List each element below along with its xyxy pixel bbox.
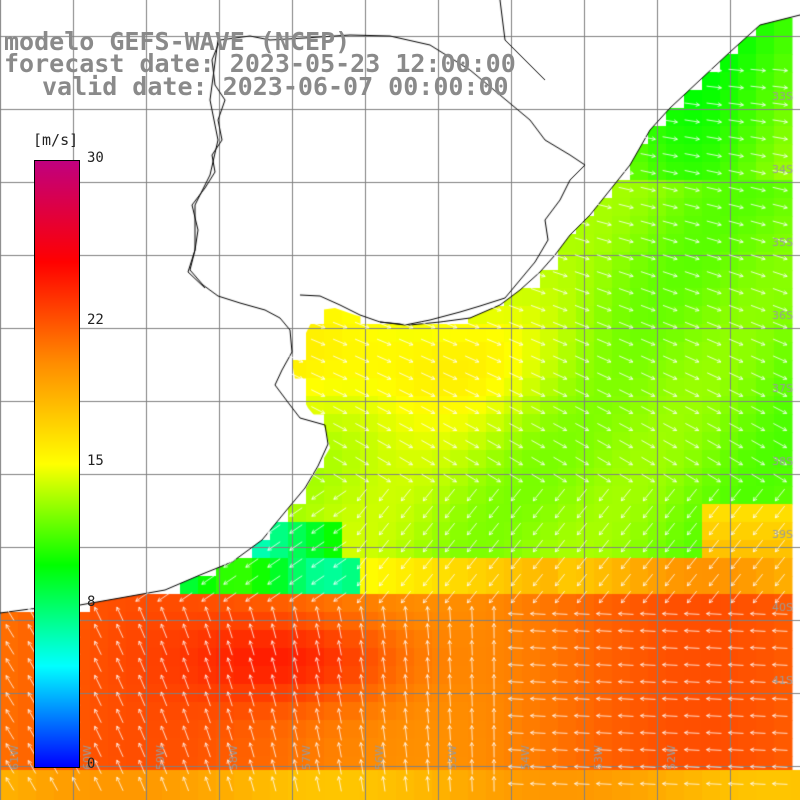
forecast-date: forecast date: 2023-05-23 12:00:00 <box>4 49 516 78</box>
colorbar-tick-label: 15 <box>87 453 104 469</box>
colorbar-tick-label: 22 <box>87 311 104 328</box>
valid-date: valid date: 2023-06-07 00:00:00 <box>42 72 509 101</box>
colorbar-unit: [m/s] <box>33 131 79 149</box>
colorbar-tick-label: 30 <box>87 150 104 166</box>
colorbar-tick-label: 0 <box>87 756 96 772</box>
colorbar <box>34 160 80 768</box>
colorbar-tick-label: 8 <box>87 594 96 611</box>
model-title: modelo GEFS-WAVE (NCEP) <box>4 27 351 56</box>
